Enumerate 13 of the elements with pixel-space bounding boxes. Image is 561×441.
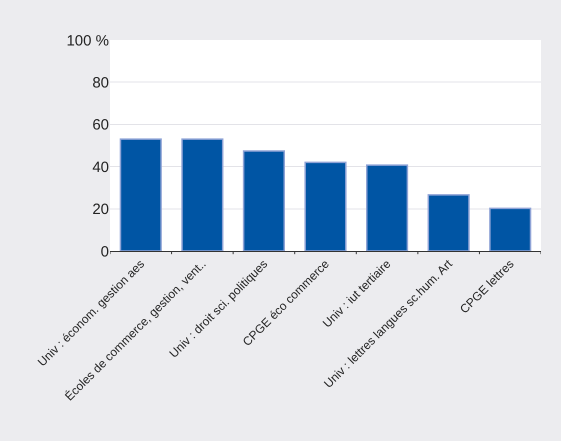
y-tick-label: 20	[92, 201, 109, 218]
y-tick-label: 80	[92, 74, 109, 92]
bar	[366, 164, 408, 251]
bar	[120, 138, 162, 251]
bar	[181, 138, 224, 251]
bar	[489, 208, 532, 251]
bar	[428, 194, 470, 251]
y-tick-label: 60	[92, 116, 109, 134]
y-tick-label: 100 %	[66, 32, 109, 50]
bar	[304, 162, 347, 251]
y-tick-label: 40	[92, 158, 109, 176]
bar	[242, 150, 285, 251]
y-tick-label: 0	[100, 243, 109, 260]
